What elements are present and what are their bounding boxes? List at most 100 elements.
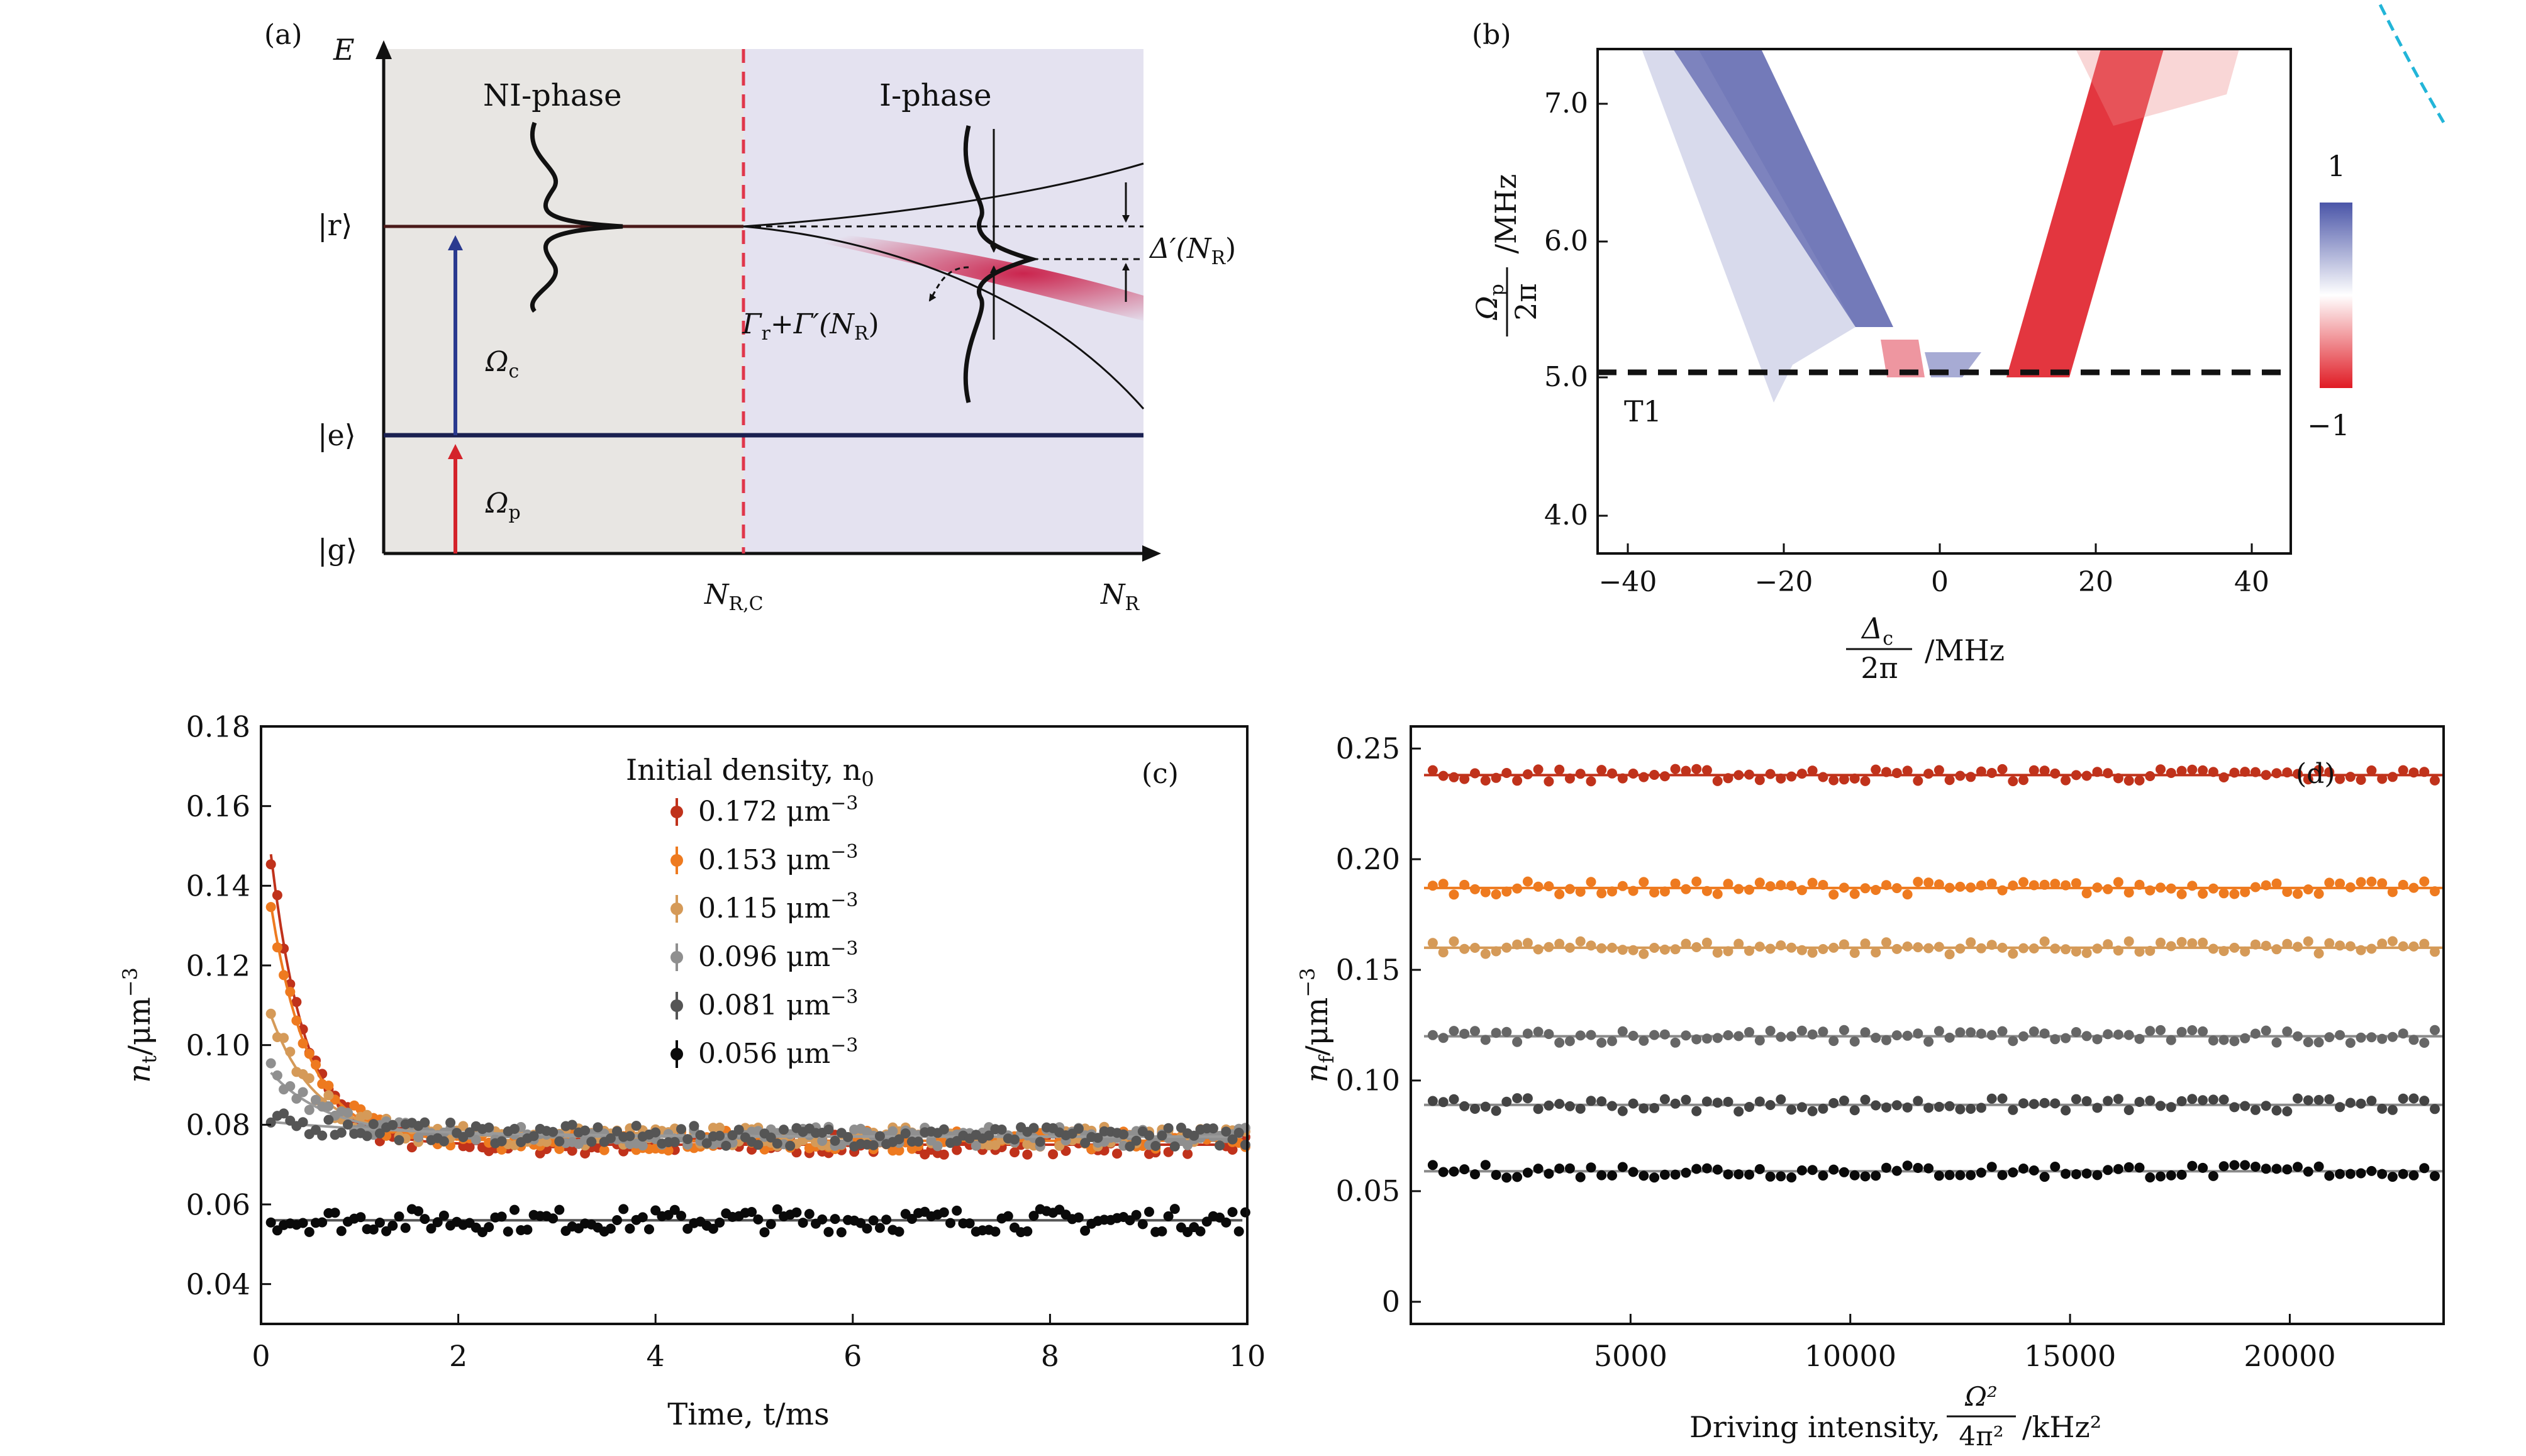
data-point (2198, 765, 2208, 775)
data-point (715, 1217, 725, 1228)
data-point (2123, 887, 2134, 898)
data-point (1512, 1036, 1523, 1047)
data-point (2430, 775, 2440, 786)
data-point (868, 1215, 879, 1226)
data-point (1470, 943, 1480, 953)
data-point (1112, 1148, 1122, 1159)
data-point (362, 1131, 372, 1142)
data-point (862, 1223, 872, 1234)
data-point (2187, 938, 2198, 948)
data-point (265, 902, 276, 913)
data-point (2345, 1098, 2356, 1108)
data-point (2176, 1169, 2187, 1180)
data-point (2261, 1164, 2271, 1174)
data-point (438, 1210, 449, 1221)
data-point (650, 1127, 661, 1138)
data-point (2081, 888, 2092, 899)
data-point (394, 1135, 404, 1145)
data-point (1744, 1027, 1754, 1037)
data-point (1997, 885, 2008, 896)
data-point (2039, 1098, 2050, 1108)
data-point (1923, 769, 1934, 779)
data-point (2240, 887, 2251, 897)
data-point (2156, 1101, 2166, 1111)
data-point (2123, 775, 2134, 786)
data-point (2166, 941, 2176, 952)
data-point (644, 1224, 654, 1235)
data-point (2430, 886, 2440, 897)
data-point (2335, 1030, 2345, 1040)
data-point (2324, 877, 2335, 888)
data-point (1828, 1098, 1839, 1108)
data-point (2240, 1033, 2251, 1043)
data-point (676, 1211, 686, 1221)
data-point (1955, 1170, 1966, 1181)
data-point (2282, 1026, 2293, 1036)
data-point (387, 1120, 398, 1130)
data-point (1923, 1036, 1934, 1047)
data-point (1554, 1037, 1565, 1048)
data-point (2008, 881, 2018, 891)
data-point (2366, 1165, 2377, 1176)
y-tick-label: 0.08 (186, 1108, 250, 1142)
data-point (952, 1205, 962, 1216)
data-point (2018, 1031, 2028, 1042)
data-point (984, 1130, 994, 1141)
x-tick-label: 20 (2078, 566, 2113, 598)
data-point (285, 1047, 296, 1057)
data-point (554, 1143, 565, 1154)
data-point (1860, 1094, 1871, 1105)
data-point (1776, 1031, 1786, 1042)
data-point (1860, 1027, 1871, 1038)
data-point (2271, 1105, 2282, 1116)
data-point (1157, 1130, 1167, 1141)
panel-c-ylabel: nt/μm−3 (118, 967, 161, 1083)
data-point (1022, 1226, 1033, 1236)
data-point (2145, 1172, 2156, 1183)
data-point (1902, 1160, 1913, 1171)
data-point (1470, 1104, 1480, 1114)
data-point (1522, 938, 1533, 948)
data-point (2324, 1094, 2335, 1104)
data-point (2366, 1032, 2377, 1043)
data-point (1438, 947, 1449, 958)
data-point (2250, 882, 2261, 892)
data-point (2293, 942, 2303, 952)
data-point (1639, 1170, 1649, 1181)
y-label-denominator: 2π (1509, 283, 1543, 321)
data-point (823, 1125, 834, 1135)
data-point (1723, 946, 1733, 957)
data-point (2366, 1096, 2377, 1106)
data-point (1628, 1167, 1639, 1177)
data-point (1617, 1026, 1628, 1036)
data-point (868, 1140, 879, 1150)
level-g-label: |g⟩ (318, 533, 357, 567)
red-band (2006, 49, 2164, 377)
data-point (2008, 1167, 2018, 1178)
x-label-unit: /MHz (1925, 633, 2005, 667)
data-point (2293, 1162, 2303, 1172)
data-point (1607, 886, 1617, 897)
data-point (1860, 1171, 1871, 1182)
data-point (1628, 769, 1639, 779)
panel-b-x-ticks: −40 −20 0 20 40 (1599, 543, 2269, 598)
data-point (2176, 1096, 2187, 1106)
x-tick-label: 5000 (1594, 1339, 1667, 1373)
data-point (420, 1117, 430, 1128)
data-point (1828, 889, 1839, 900)
data-point (843, 1131, 853, 1142)
data-point (343, 1108, 353, 1118)
data-point (772, 1138, 782, 1149)
data-point (1765, 769, 1776, 779)
panel-b-heatmap: (b) T1 4.0 5.0 6.0 7.0 −40 −20 (1470, 19, 2352, 685)
data-point (2166, 768, 2176, 778)
data-point (1459, 1028, 1470, 1039)
data-point (432, 1217, 443, 1228)
legend-entry: 0.096 μm−3 (698, 938, 859, 973)
data-point (1881, 1102, 1891, 1113)
data-point (2271, 944, 2282, 955)
data-point (1554, 764, 1565, 775)
data-point (1659, 1029, 1670, 1040)
data-point (1723, 773, 1733, 784)
data-point (823, 1226, 834, 1237)
